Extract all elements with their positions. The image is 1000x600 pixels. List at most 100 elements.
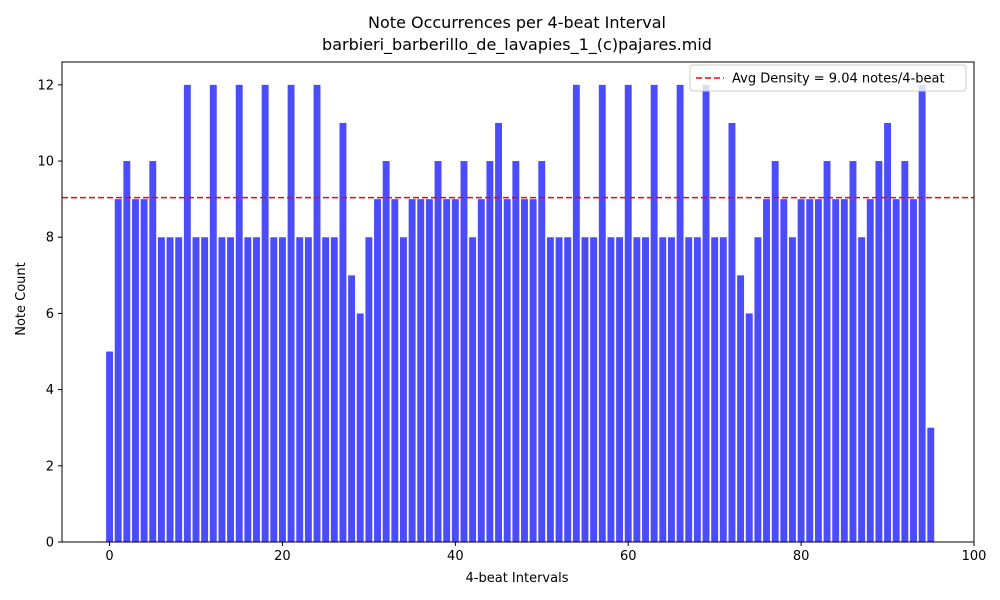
bar: [789, 237, 796, 542]
bar: [192, 237, 200, 542]
bar: [538, 161, 546, 543]
y-tick-label: 4: [46, 383, 54, 398]
axes-group: [61, 61, 975, 543]
bar: [572, 84, 580, 542]
y-tick-label: 12: [37, 78, 54, 93]
chart-title: Note Occurrences per 4-beat Interval: [368, 13, 666, 32]
y-axis-label: Note Count: [14, 262, 29, 336]
bar: [521, 199, 528, 542]
bar: [132, 199, 139, 542]
bar: [408, 199, 416, 542]
bar: [261, 84, 269, 542]
bar: [840, 199, 848, 542]
bar: [391, 199, 399, 542]
bar: [235, 84, 243, 542]
bar: [693, 237, 701, 542]
bar: [434, 161, 442, 543]
x-axis-label: 4-beat Intervals: [466, 571, 569, 586]
bar: [633, 237, 641, 542]
bar: [650, 84, 658, 542]
bar: [296, 237, 304, 542]
bar: [590, 237, 598, 542]
bar: [616, 237, 624, 542]
bar: [460, 161, 468, 543]
bar: [183, 84, 191, 542]
bar: [149, 161, 157, 543]
bar: [339, 122, 347, 542]
bar: [607, 237, 615, 542]
bar: [382, 161, 390, 543]
bar: [140, 199, 148, 542]
bar: [175, 237, 183, 542]
x-tick-label: 20: [274, 549, 291, 564]
y-tick-label: 0: [46, 536, 54, 551]
bar: [304, 237, 312, 542]
x-tick-label: 100: [962, 549, 987, 564]
bar: [555, 237, 563, 542]
bar: [425, 199, 433, 542]
bar: [564, 237, 572, 542]
bar: [546, 237, 554, 542]
bar: [901, 161, 909, 543]
bar: [918, 84, 926, 542]
bar: [330, 237, 338, 542]
bar: [624, 84, 632, 542]
bar: [702, 84, 710, 542]
y-tick-label: 6: [46, 307, 54, 322]
x-tick-label: 80: [793, 549, 810, 564]
bar: [806, 199, 814, 542]
y-tick-label: 10: [37, 155, 54, 170]
bar: [356, 313, 364, 542]
bar: [270, 237, 278, 542]
bar: [763, 199, 770, 542]
bar: [832, 199, 840, 542]
bar: [875, 161, 883, 543]
bar: [227, 237, 235, 542]
bar: [209, 84, 217, 542]
legend-label: Avg Density = 9.04 notes/4-beat: [732, 72, 945, 87]
bar: [719, 237, 727, 542]
x-tick-label: 60: [620, 549, 637, 564]
bar: [348, 275, 356, 542]
bar: [244, 237, 252, 542]
bar: [157, 237, 165, 542]
bar: [676, 84, 684, 542]
bar: [642, 237, 649, 542]
x-tick-label: 40: [447, 549, 464, 564]
bar: [745, 313, 753, 542]
bar: [529, 199, 537, 542]
y-tick-label: 8: [46, 231, 54, 246]
bar: [823, 161, 831, 543]
x-ticks-group: 0 20 40 60 80 100: [105, 542, 986, 564]
bar: [892, 199, 900, 542]
bar: [374, 199, 381, 542]
bars-group: [106, 84, 935, 543]
bar: [771, 161, 779, 543]
bar: [849, 161, 857, 543]
bar: [417, 199, 425, 542]
bar: [495, 122, 503, 542]
bar: [278, 237, 286, 542]
bar: [711, 237, 719, 542]
bar: [884, 122, 892, 542]
bar: [400, 237, 407, 542]
bar: [322, 237, 330, 542]
bar: [737, 275, 745, 542]
bar: [486, 161, 494, 543]
bar: [313, 84, 321, 542]
x-tick-label: 0: [105, 549, 113, 564]
bar: [365, 237, 373, 542]
bar: [253, 237, 260, 542]
bar: [754, 237, 762, 542]
bar: [598, 84, 606, 542]
bar: [106, 351, 114, 542]
bar: [201, 237, 209, 542]
bar: [469, 237, 477, 542]
bar: [166, 237, 174, 542]
chart-subtitle: barbieri_barberillo_de_lavapies_1_(c)paj…: [322, 35, 712, 55]
bar: [866, 199, 874, 542]
bar: [477, 199, 485, 542]
bar: [910, 199, 917, 542]
legend: Avg Density = 9.04 notes/4-beat: [689, 64, 967, 92]
